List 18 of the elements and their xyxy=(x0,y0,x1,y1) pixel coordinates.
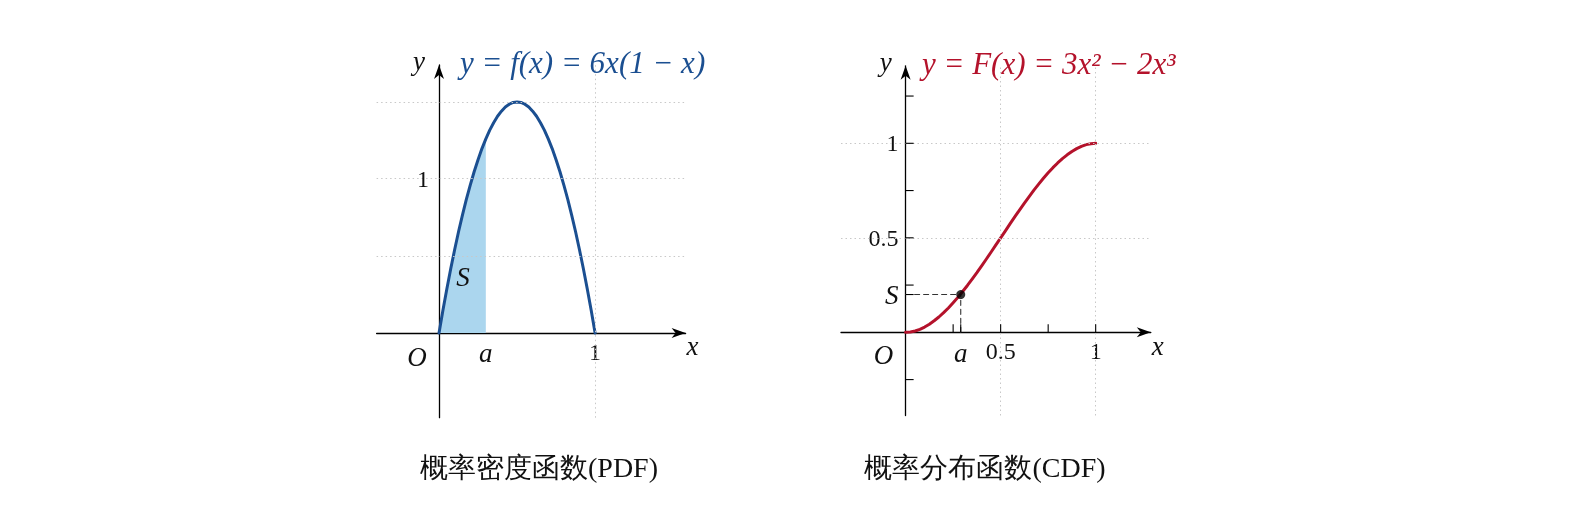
x-axis-title: x xyxy=(685,331,699,362)
text: 1 xyxy=(417,166,429,192)
x-tick-label: a xyxy=(953,337,968,368)
series-label: y = f(x) = 6x(1 − x) xyxy=(457,44,706,80)
text: y = F(x) = 3x² − 2x³ xyxy=(919,45,1177,81)
y-axis-title: y xyxy=(876,46,892,77)
text: 概率分布函数(CDF) xyxy=(864,451,1106,483)
text: O xyxy=(407,342,427,372)
y-tick-label: 1 xyxy=(886,130,899,157)
annotation: S xyxy=(456,262,471,292)
x-tick-label: a xyxy=(479,338,493,369)
annotation: O xyxy=(873,340,894,371)
text: 概率密度函数(PDF) xyxy=(419,451,659,483)
y-tick-label: S xyxy=(885,279,900,310)
y-axis-title: y xyxy=(410,46,426,76)
x-axis-title: x xyxy=(1150,330,1164,361)
y-tick-label: 0.5 xyxy=(868,224,899,251)
x-tick-label: 0.5 xyxy=(985,338,1016,365)
